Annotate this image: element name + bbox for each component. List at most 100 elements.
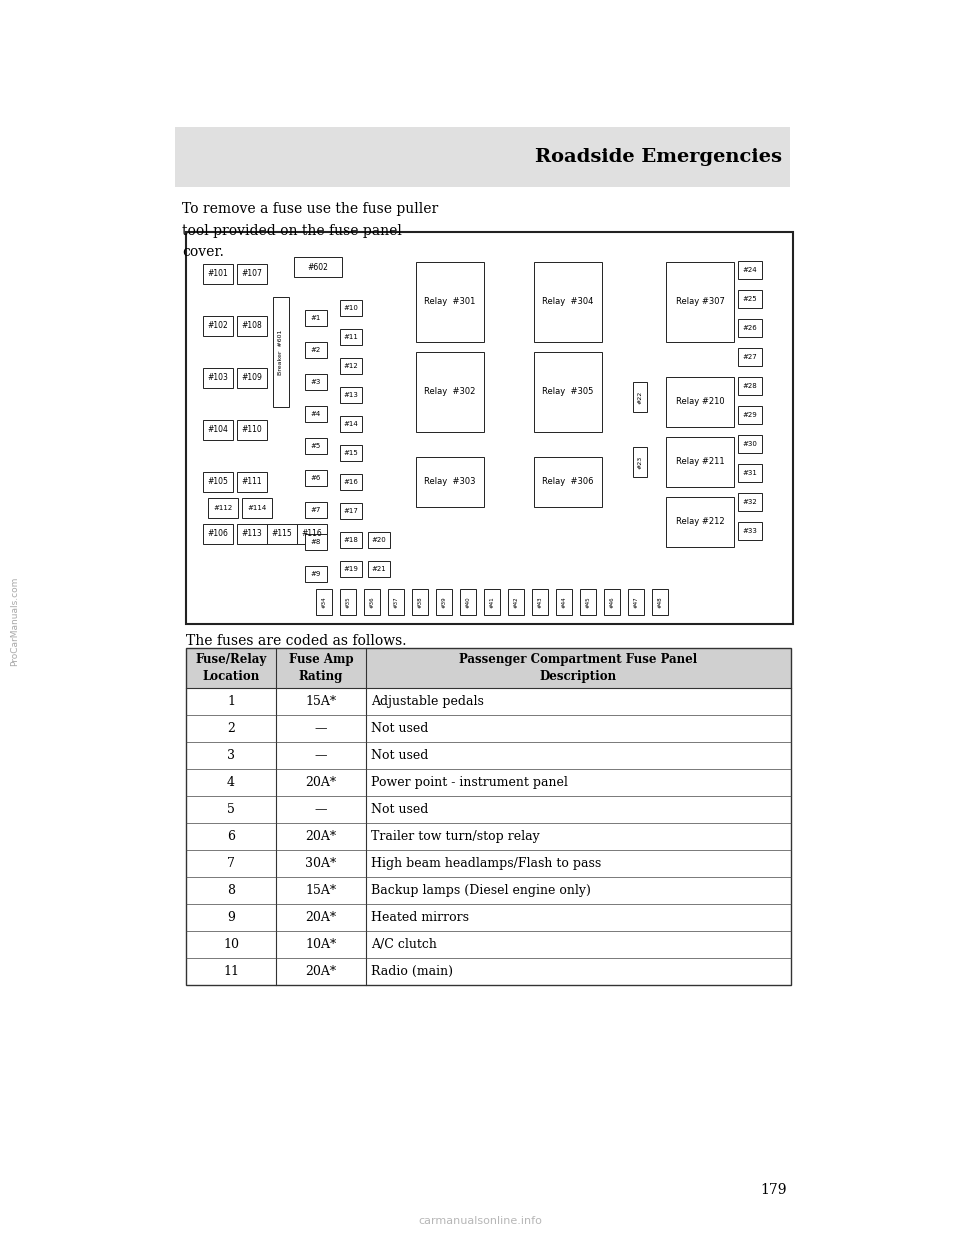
Text: #40: #40	[466, 596, 470, 607]
Bar	[738, 348, 762, 366]
Text: Adjustable pedals: Adjustable pedals	[371, 696, 484, 708]
Bar	[305, 502, 327, 518]
Text: 11: 11	[223, 965, 239, 977]
Text: #9: #9	[311, 571, 322, 578]
Text: #10: #10	[344, 306, 358, 310]
Bar	[364, 589, 380, 615]
Bar	[738, 406, 762, 424]
Text: Fuse/Relay
Location: Fuse/Relay Location	[196, 653, 267, 683]
Bar	[416, 351, 484, 432]
Bar	[652, 589, 668, 615]
Text: #37: #37	[394, 596, 398, 607]
Bar	[305, 534, 327, 550]
Text: 8: 8	[227, 884, 235, 897]
Bar	[738, 493, 762, 510]
Bar	[412, 589, 428, 615]
Text: 5: 5	[228, 804, 235, 816]
Bar	[340, 589, 356, 615]
Text: Power point - instrument panel: Power point - instrument panel	[371, 776, 568, 789]
Bar	[340, 474, 362, 491]
Bar	[556, 589, 572, 615]
Text: Trailer tow turn/stop relay: Trailer tow turn/stop relay	[371, 830, 540, 843]
Text: #4: #4	[311, 411, 322, 417]
Text: #2: #2	[311, 347, 322, 353]
Bar	[738, 261, 762, 279]
Text: #110: #110	[242, 426, 262, 435]
Text: #22: #22	[637, 390, 642, 404]
Text: #46: #46	[610, 596, 614, 607]
Bar	[738, 378, 762, 395]
Text: #26: #26	[743, 325, 757, 332]
Text: #114: #114	[248, 505, 267, 510]
Text: #101: #101	[207, 270, 228, 278]
Bar	[534, 457, 602, 507]
Bar	[186, 232, 793, 623]
Text: #111: #111	[242, 477, 262, 487]
Text: Relay  #302: Relay #302	[424, 388, 476, 396]
Bar	[738, 435, 762, 453]
Bar	[242, 498, 272, 518]
Text: #33: #33	[743, 528, 757, 534]
Text: —: —	[315, 749, 327, 763]
Text: Roadside Emergencies: Roadside Emergencies	[535, 148, 782, 166]
Bar	[305, 438, 327, 455]
Text: #104: #104	[207, 426, 228, 435]
Bar	[175, 127, 790, 188]
Text: #13: #13	[344, 392, 358, 397]
Bar	[340, 388, 362, 402]
Text: Relay  #301: Relay #301	[424, 298, 476, 307]
Text: A/C clutch: A/C clutch	[371, 938, 437, 951]
Bar	[738, 465, 762, 482]
Text: #36: #36	[370, 596, 374, 607]
Bar	[534, 262, 602, 342]
Bar	[416, 262, 484, 342]
Bar	[237, 524, 267, 544]
Text: —: —	[315, 722, 327, 735]
Text: #34: #34	[322, 596, 326, 607]
Text: #14: #14	[344, 421, 358, 427]
Bar	[237, 368, 267, 388]
Text: #1: #1	[311, 315, 322, 320]
Bar	[203, 265, 233, 284]
Text: #7: #7	[311, 507, 322, 513]
Text: The fuses are coded as follows.: The fuses are coded as follows.	[186, 633, 406, 648]
Bar	[203, 420, 233, 440]
Bar	[666, 437, 734, 487]
Bar	[532, 589, 548, 615]
Bar	[203, 524, 233, 544]
Bar	[340, 532, 362, 548]
Text: #48: #48	[658, 596, 662, 607]
Text: Radio (main): Radio (main)	[371, 965, 453, 977]
Text: #102: #102	[207, 322, 228, 330]
Text: #29: #29	[743, 412, 757, 419]
Text: #20: #20	[372, 537, 386, 543]
Text: #45: #45	[586, 596, 590, 607]
Text: carmanualsonline.info: carmanualsonline.info	[418, 1216, 542, 1226]
Text: #602: #602	[307, 262, 328, 272]
Text: #21: #21	[372, 566, 386, 573]
Text: Passenger Compartment Fuse Panel
Description: Passenger Compartment Fuse Panel Descrip…	[460, 653, 698, 683]
Text: #47: #47	[634, 596, 638, 607]
Text: 4: 4	[227, 776, 235, 789]
Text: #106: #106	[207, 529, 228, 539]
Text: 10A*: 10A*	[305, 938, 337, 951]
Bar	[628, 589, 644, 615]
Bar	[267, 524, 297, 544]
Bar	[340, 416, 362, 432]
Bar	[237, 315, 267, 337]
Bar	[368, 561, 390, 578]
Text: #35: #35	[346, 596, 350, 607]
Bar	[237, 265, 267, 284]
Text: Heated mirrors: Heated mirrors	[371, 910, 469, 924]
Text: Relay  #303: Relay #303	[424, 477, 476, 487]
Bar	[738, 289, 762, 308]
Text: 20A*: 20A*	[305, 965, 337, 977]
Bar	[666, 497, 734, 546]
Bar	[666, 378, 734, 427]
Text: ProCarManuals.com: ProCarManuals.com	[11, 576, 19, 666]
Text: #116: #116	[301, 529, 323, 539]
Text: Not used: Not used	[371, 804, 428, 816]
Text: #103: #103	[207, 374, 228, 383]
Bar	[340, 561, 362, 578]
Bar	[305, 469, 327, 486]
